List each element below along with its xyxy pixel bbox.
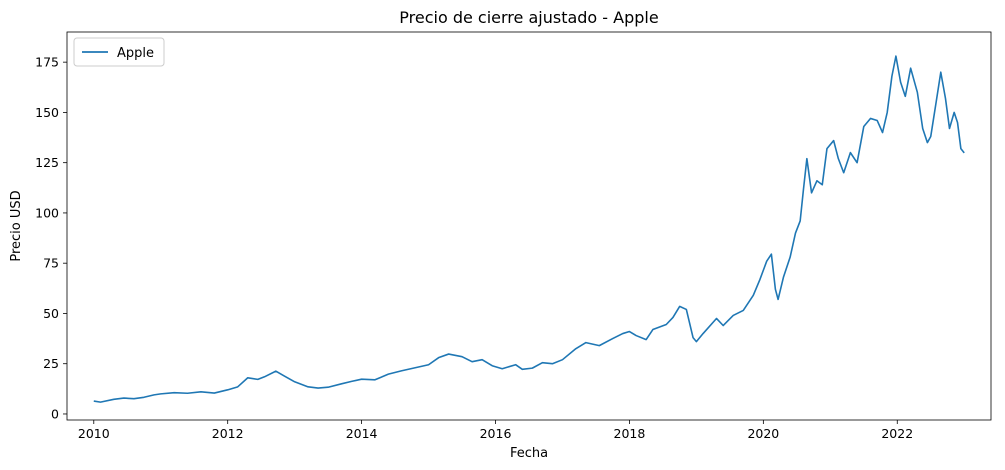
- chart-title: Precio de cierre ajustado - Apple: [399, 8, 658, 27]
- x-tick-label: 2016: [480, 426, 512, 441]
- y-axis-ticks: 0 25 50 75 100 125 150 175: [35, 55, 67, 421]
- legend: Apple: [73, 37, 165, 67]
- legend-label: Apple: [117, 46, 154, 61]
- series-line-apple: [93, 55, 965, 403]
- y-tick-label: 100: [35, 205, 59, 220]
- x-tick-label: 2018: [614, 426, 646, 441]
- y-tick-label: 50: [43, 306, 59, 321]
- series-layer: [93, 55, 965, 403]
- x-tick-label: 2022: [881, 426, 913, 441]
- plot-area: [66, 31, 992, 421]
- x-tick-label: 2010: [78, 426, 110, 441]
- y-axis-label: Precio USD: [9, 190, 24, 261]
- y-tick-label: 125: [35, 155, 59, 170]
- y-tick-label: 75: [43, 256, 59, 271]
- y-tick-label: 25: [43, 356, 59, 371]
- x-axis-ticks: 2010 2012 2014 2016 2018 2020 2022: [78, 420, 913, 441]
- x-tick-label: 2012: [212, 426, 244, 441]
- x-tick-label: 2014: [346, 426, 378, 441]
- legend-box: [73, 37, 165, 67]
- x-tick-label: 2020: [747, 426, 779, 441]
- y-tick-label: 150: [35, 105, 59, 120]
- y-tick-label: 175: [35, 55, 59, 70]
- y-tick-label: 0: [51, 406, 59, 421]
- x-axis-label: Fecha: [510, 446, 548, 461]
- plot-frame: [66, 31, 992, 421]
